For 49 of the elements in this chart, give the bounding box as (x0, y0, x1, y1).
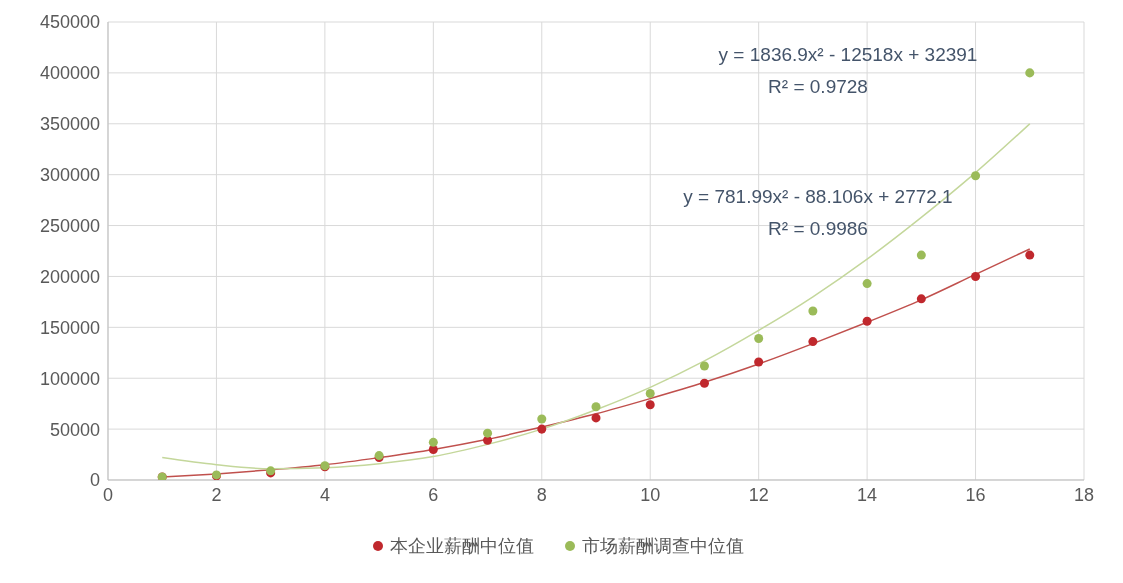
y-tick-label: 250000 (39, 215, 100, 236)
x-tick-label: 4 (319, 484, 330, 505)
point (916, 294, 926, 304)
y-tick-label: 450000 (39, 12, 100, 33)
x-tick-label: 10 (640, 484, 661, 505)
point (483, 435, 493, 445)
point (699, 361, 709, 371)
point (916, 250, 926, 260)
y-tick-label: 0 (89, 470, 100, 491)
point (862, 279, 872, 289)
x-tick-label: 12 (748, 484, 769, 505)
point (808, 306, 818, 316)
point (537, 414, 547, 424)
x-tick-label: 16 (965, 484, 986, 505)
x-tick-label: 6 (428, 484, 439, 505)
y-tick-label: 350000 (39, 114, 100, 135)
x-tick-label: 18 (1073, 484, 1095, 505)
point (754, 357, 764, 367)
point (1025, 68, 1035, 78)
y-tick-label: 150000 (39, 317, 100, 338)
x-tick-label: 14 (857, 484, 878, 505)
y-tick-label: 50000 (49, 419, 100, 440)
y-tick-label: 100000 (39, 368, 100, 389)
point (428, 437, 438, 447)
y-tick-label: 200000 (39, 266, 100, 287)
x-tick-label: 0 (102, 484, 114, 505)
x-tick-label: 8 (536, 484, 547, 505)
point (591, 413, 601, 423)
annotation: R² = 0.9986 (768, 218, 868, 240)
x-tick-label: 2 (211, 484, 222, 505)
point (754, 334, 764, 344)
point (483, 428, 493, 438)
legend-label: 市场薪酬调查中位值 (582, 535, 744, 558)
point (645, 400, 655, 410)
annotation: y = 1836.9x² - 12518x + 32391 (718, 44, 978, 66)
annotation: R² = 0.9728 (768, 76, 868, 98)
point (591, 402, 601, 412)
annotation: y = 781.99x² - 88.106x + 2772.1 (683, 186, 953, 208)
point (537, 424, 547, 434)
point (862, 316, 872, 326)
point (645, 388, 655, 398)
y-tick-label: 300000 (39, 165, 100, 186)
point (699, 378, 709, 388)
y-tick-label: 400000 (39, 63, 100, 84)
point (1025, 250, 1035, 260)
point (971, 271, 981, 281)
legend-label: 本企业薪酬中位值 (390, 535, 534, 558)
point (808, 337, 818, 347)
point (971, 171, 981, 181)
